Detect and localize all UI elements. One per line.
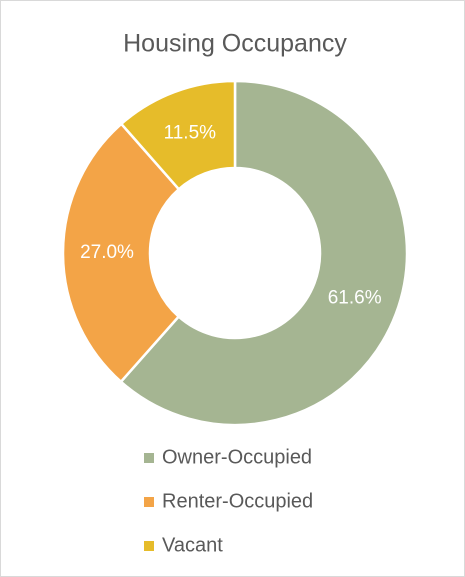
donut-slice	[119, 79, 237, 191]
chart-title: Housing Occupancy	[123, 30, 347, 58]
legend-label: Owner-Occupied	[162, 446, 312, 468]
legend-label: Renter-Occupied	[162, 490, 313, 512]
data-label: 11.5%	[164, 122, 217, 143]
legend-swatch	[144, 497, 154, 507]
legend-swatch	[144, 453, 154, 463]
donut-slice	[119, 79, 409, 427]
legend-swatch	[144, 541, 154, 551]
data-label: 61.6%	[328, 287, 382, 308]
legend-label: Vacant	[162, 534, 223, 556]
donut-slice	[61, 122, 181, 384]
data-label: 27.0%	[80, 242, 134, 263]
